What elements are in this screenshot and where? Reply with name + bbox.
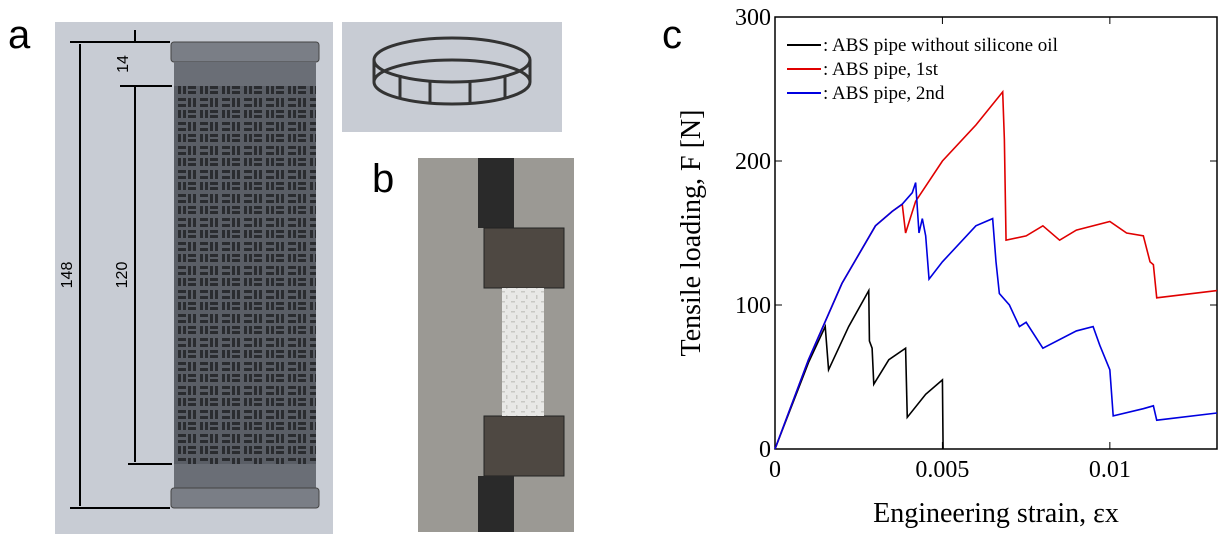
legend-label: : ABS pipe without silicone oil [823,35,1058,56]
chart: 0 100 200 300 0 0.005 0.01 Engineering strain, … [676,5,1218,529]
y-tick-label: 200 [735,149,771,175]
dimension-label: 120 [114,262,131,289]
series-line [774,89,1218,450]
legend-label: : ABS pipe, 2nd [823,83,945,104]
x-tick-label: 0 [769,457,781,483]
y-axis-label: Tensile loading, F [N] [676,110,707,357]
y-tick-label: 300 [735,5,771,31]
ring-struts [372,60,532,104]
x-tick-label: 0.01 [1089,457,1131,483]
clamp [483,415,565,477]
y-tick-label: 0 [759,437,771,463]
clamp [483,227,565,289]
x-axis-label: Engineering strain, εx [873,498,1119,529]
dimension-label: 14 [115,55,132,73]
plot-frame [774,16,1218,450]
grip [478,476,514,532]
series-line [774,182,1218,450]
dimension-lines [70,30,172,509]
legend-label: : ABS pipe, 1st [823,59,939,80]
end-cap [170,487,320,509]
panel-label: c [662,13,682,57]
ring-background [342,22,562,132]
panel-label: b [372,157,394,201]
dimension-label: 148 [59,262,76,289]
panel-label: a [8,13,31,57]
y-tick-label: 100 [735,293,771,319]
end-cap [170,41,320,63]
series-line [774,287,944,450]
x-tick-label: 0.005 [915,457,969,483]
specimen [502,288,544,416]
grip [478,158,514,228]
lattice [174,86,316,464]
